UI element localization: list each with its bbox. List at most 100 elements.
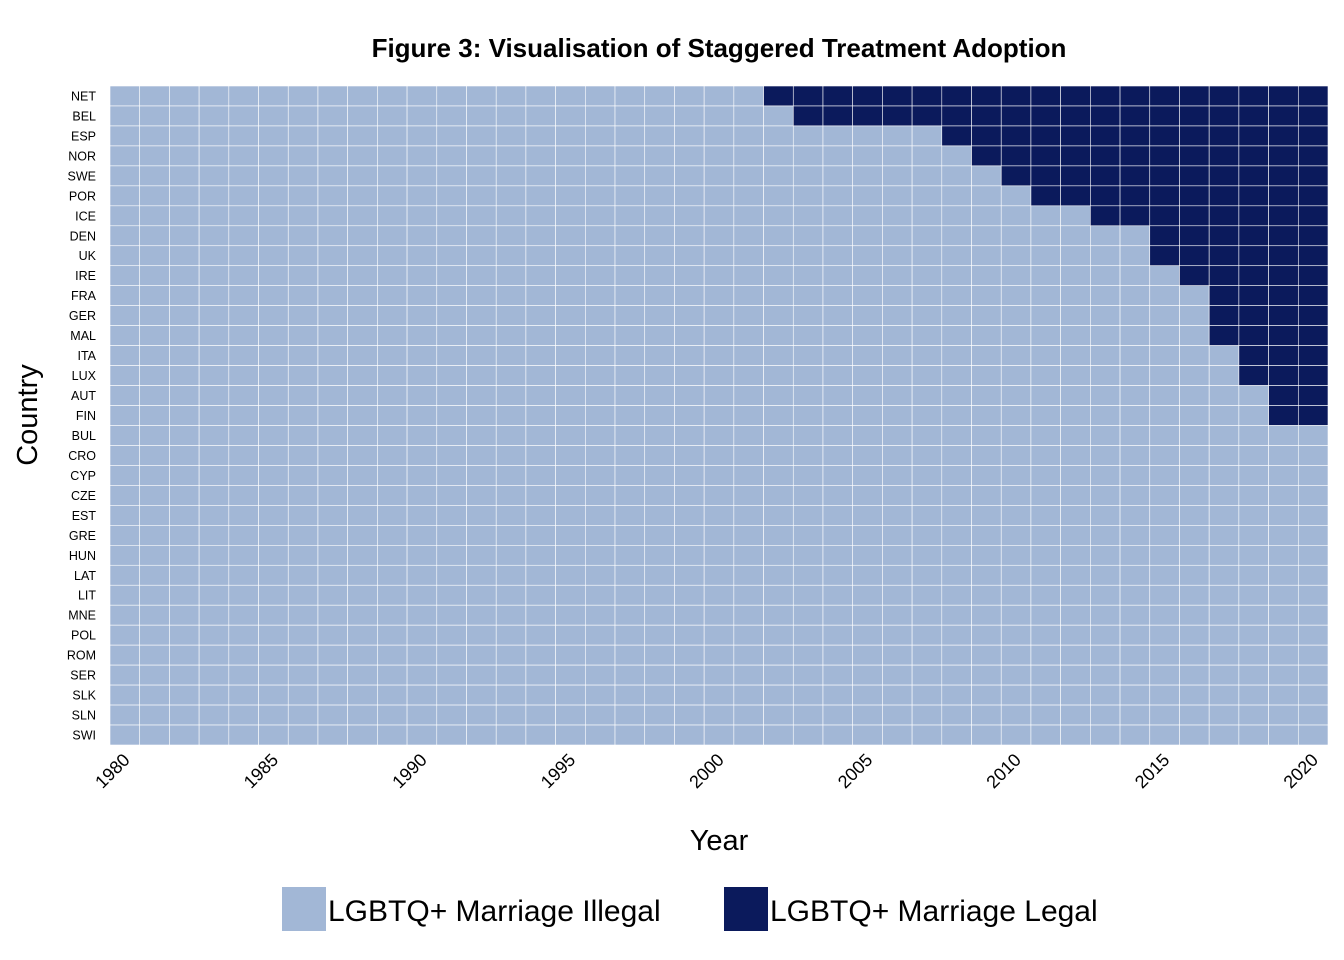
heatmap-cell	[258, 285, 289, 306]
heatmap-cell	[347, 445, 378, 466]
heatmap-cell	[317, 624, 348, 646]
heatmap-cell	[733, 165, 764, 187]
heatmap-cell	[317, 125, 348, 147]
heatmap-cell	[198, 85, 230, 107]
heatmap-cell	[287, 564, 319, 586]
x-tick-label: 2015	[1131, 750, 1173, 792]
heatmap-cell	[1149, 245, 1180, 267]
heatmap-cell	[1179, 365, 1210, 386]
heatmap-cell	[347, 564, 378, 586]
heatmap-cell	[763, 305, 794, 326]
heatmap-cell	[436, 125, 467, 147]
heatmap-cell	[525, 185, 556, 207]
heatmap-cell	[495, 505, 527, 526]
heatmap-cell	[614, 385, 646, 406]
heatmap-cell	[882, 365, 913, 386]
heatmap-cell	[733, 445, 764, 466]
heatmap-cell	[228, 724, 259, 746]
heatmap-cell	[436, 465, 467, 486]
heatmap-cell	[585, 664, 616, 686]
heatmap-cell	[703, 305, 735, 326]
y-tick-label: MNE	[68, 609, 96, 623]
heatmap-cell	[555, 684, 586, 706]
heatmap-cell	[852, 385, 883, 406]
heatmap-cell	[852, 125, 883, 147]
heatmap-cell	[555, 285, 586, 306]
heatmap-cell	[882, 525, 913, 546]
heatmap-cell	[1297, 564, 1329, 586]
heatmap-cell	[555, 724, 586, 746]
heatmap-cell	[347, 345, 378, 366]
heatmap-cell	[198, 704, 230, 726]
heatmap-cell	[1060, 644, 1091, 666]
heatmap-cell	[198, 125, 230, 147]
heatmap-cell	[466, 345, 497, 366]
heatmap-cell	[466, 425, 497, 446]
heatmap-cell	[792, 125, 824, 147]
heatmap-cell	[852, 684, 883, 706]
heatmap-cell	[1060, 265, 1091, 287]
heatmap-cell	[911, 624, 943, 646]
heatmap-cell	[228, 145, 259, 167]
heatmap-cell	[1090, 245, 1121, 267]
heatmap-cell	[287, 425, 319, 446]
heatmap-cell	[822, 145, 853, 167]
heatmap-cell	[109, 525, 141, 546]
heatmap-cell	[139, 604, 170, 626]
legend-swatch-legal	[724, 887, 768, 931]
heatmap-cell	[1238, 385, 1269, 406]
heatmap-cell	[1179, 245, 1210, 267]
heatmap-cell	[347, 325, 378, 346]
heatmap-cell	[1119, 465, 1151, 486]
heatmap-cell	[377, 445, 408, 466]
heatmap-cell	[1030, 584, 1061, 606]
heatmap-cell	[347, 505, 378, 526]
heatmap-cell	[139, 125, 170, 147]
heatmap-cell	[1030, 684, 1061, 706]
heatmap-cell	[347, 525, 378, 546]
heatmap-cell	[1268, 345, 1299, 366]
heatmap-cell	[139, 724, 170, 746]
heatmap-cell	[198, 684, 230, 706]
heatmap-cell	[555, 505, 586, 526]
heatmap-cell	[882, 345, 913, 366]
heatmap-cell	[852, 85, 883, 107]
heatmap-cell	[1119, 664, 1151, 686]
y-tick-label: DEN	[70, 229, 96, 243]
heatmap-cell	[882, 165, 913, 187]
heatmap-cell	[882, 145, 913, 167]
heatmap-cell	[882, 505, 913, 526]
heatmap-cell	[644, 604, 675, 626]
heatmap-cell	[733, 285, 764, 306]
heatmap-cell	[436, 345, 467, 366]
heatmap-cell	[1268, 105, 1299, 127]
heatmap-cell	[377, 425, 408, 446]
heatmap-cell	[377, 405, 408, 426]
heatmap-cell	[852, 345, 883, 366]
heatmap-cell	[1179, 225, 1210, 247]
heatmap-cell	[674, 405, 705, 426]
heatmap-cell	[377, 564, 408, 586]
heatmap-cell	[377, 265, 408, 287]
heatmap-cell	[317, 465, 348, 486]
y-tick-label: ICE	[75, 209, 96, 223]
heatmap-cell	[466, 624, 497, 646]
heatmap-cell	[763, 185, 794, 207]
heatmap-cell	[525, 485, 556, 506]
heatmap-cell	[1208, 405, 1240, 426]
heatmap-cell	[882, 205, 913, 227]
heatmap-cell	[941, 704, 972, 726]
heatmap-cell	[287, 185, 319, 207]
heatmap-cell	[109, 704, 141, 726]
heatmap-cell	[941, 465, 972, 486]
heatmap-cell	[466, 564, 497, 586]
heatmap-cell	[614, 125, 646, 147]
heatmap-cell	[1208, 345, 1240, 366]
heatmap-cell	[1208, 185, 1240, 207]
heatmap-cell	[614, 704, 646, 726]
heatmap-cell	[1090, 584, 1121, 606]
heatmap-cell	[406, 724, 438, 746]
heatmap-cell	[1060, 205, 1091, 227]
heatmap-cell	[287, 445, 319, 466]
heatmap-cell	[436, 485, 467, 506]
